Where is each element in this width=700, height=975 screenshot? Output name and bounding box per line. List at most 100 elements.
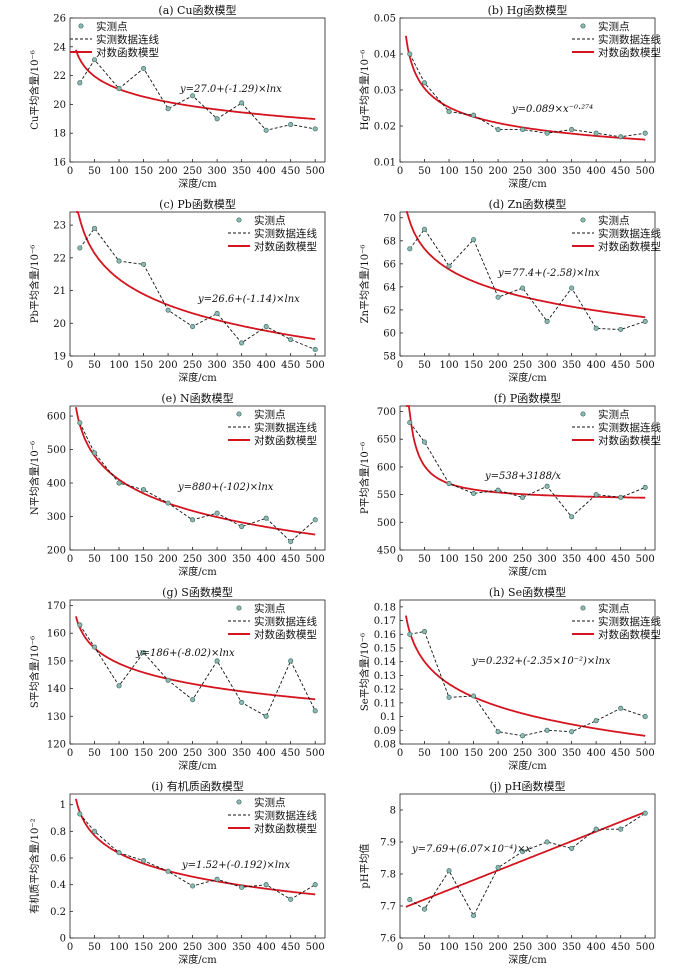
model-formula: y=26.6+(-1.14)×lnx — [197, 294, 300, 305]
panel-title: (b) Hg函数模型 — [488, 3, 568, 17]
observed-point — [642, 714, 648, 720]
legend-label-model: 对数函数模型 — [598, 434, 661, 447]
x-tick-label: 450 — [611, 554, 630, 565]
x-tick-label: 450 — [281, 942, 300, 953]
y-tick-label: 7.8 — [380, 870, 396, 881]
panel-j: (j) pH函数模型 0 50 100 150 200 250 300 350 400 450 500… — [358, 779, 656, 966]
panel-d: (d) Zn函数模型 0 50 100 150 200 250 300 350 400 450 500… — [358, 197, 661, 384]
observed-point — [91, 225, 98, 231]
x-tick-label: 300 — [538, 748, 557, 759]
legend-label-model: 对数函数模型 — [598, 240, 661, 253]
observed-point — [141, 65, 147, 71]
y-tick-label: 60 — [383, 328, 396, 339]
y-axis-label: Cu平均含量/10⁻⁶ — [28, 50, 41, 129]
x-tick-label: 0 — [67, 554, 73, 565]
observed-point — [642, 318, 648, 324]
observed-point — [421, 80, 428, 86]
x-axis-label: 深度/cm — [178, 371, 217, 384]
legend-point-swatch — [580, 411, 586, 417]
observed-point — [214, 116, 220, 122]
x-tick-label: 150 — [134, 748, 153, 759]
panel-i: (i) 有机质函数模型 0 50 100 150 200 250 300 350 400 450 50… — [28, 779, 326, 966]
panel-c: (c) Pb函数模型 0 50 100 150 200 250 300 350 400 450 500… — [28, 197, 326, 384]
x-tick-label: 400 — [257, 166, 276, 177]
x-tick-label: 500 — [636, 748, 655, 759]
x-tick-label: 350 — [232, 942, 251, 953]
y-tick-label: 23 — [53, 221, 66, 232]
plot-frame — [69, 211, 326, 357]
observed-point — [77, 811, 83, 817]
x-tick-label: 400 — [587, 942, 606, 953]
observed-point — [471, 112, 477, 118]
observed-point — [288, 658, 294, 664]
x-tick-label: 250 — [183, 748, 202, 759]
panel-b: (b) Hg函数模型 0 50 100 150 200 250 300 350 400 450 500… — [358, 3, 661, 190]
observed-point — [544, 130, 550, 136]
y-tick-label: 0.6 — [50, 854, 66, 865]
plot-frame — [399, 599, 656, 745]
x-tick-label: 100 — [439, 166, 458, 177]
y-tick-label: 0.02 — [374, 122, 396, 133]
x-tick-label: 100 — [109, 554, 128, 565]
model-formula: y=1.52+(-0.192)×lnx — [181, 860, 291, 871]
y-tick-label: 400 — [47, 479, 66, 490]
y-tick-label: 58 — [383, 352, 396, 363]
observed-point — [495, 729, 501, 735]
observed-dashed-line — [409, 228, 646, 330]
observed-point — [593, 325, 599, 331]
observed-point — [190, 883, 196, 889]
legend-point-swatch — [236, 605, 242, 611]
x-tick-label: 250 — [183, 166, 202, 177]
x-tick-label: 100 — [439, 942, 458, 953]
x-tick-label: 250 — [183, 360, 202, 371]
x-tick-label: 350 — [562, 166, 581, 177]
x-tick-label: 0 — [397, 166, 403, 177]
x-tick-label: 250 — [513, 360, 532, 371]
x-tick-label: 50 — [88, 942, 101, 953]
x-tick-label: 0 — [397, 942, 403, 953]
y-tick-label: 0.01 — [374, 158, 396, 169]
legend-label-model: 对数函数模型 — [598, 46, 661, 59]
x-axis-label: 深度/cm — [178, 759, 217, 772]
y-tick-label: 0.12 — [374, 685, 396, 696]
observed-point — [239, 884, 245, 890]
x-tick-label: 50 — [418, 360, 431, 371]
observed-point — [471, 490, 477, 497]
y-tick-label: 0.15 — [374, 644, 396, 655]
observed-point — [520, 127, 526, 133]
plot-frame — [399, 793, 656, 939]
x-tick-label: 500 — [636, 360, 655, 371]
observed-point — [544, 727, 550, 733]
observed-point — [165, 307, 171, 313]
legend-label-model: 对数函数模型 — [598, 628, 661, 641]
x-tick-label: 200 — [489, 166, 508, 177]
y-axis-label: 有机质平均含量/10⁻² — [28, 818, 41, 913]
observed-point — [263, 515, 269, 521]
observed-point — [569, 285, 575, 291]
observed-point — [77, 420, 83, 426]
legend-label-dashed: 实测数据连线 — [254, 615, 317, 628]
x-tick-label: 300 — [208, 166, 227, 177]
observed-point — [421, 439, 428, 445]
x-tick-label: 350 — [232, 748, 251, 759]
y-tick-label: 68 — [383, 236, 396, 247]
y-tick-label: 140 — [47, 684, 66, 695]
observed-point — [312, 126, 318, 132]
x-tick-label: 150 — [464, 942, 483, 953]
legend-point-swatch — [236, 799, 242, 805]
x-tick-label: 50 — [88, 166, 101, 177]
legend-label-points: 实测点 — [254, 214, 286, 227]
x-tick-label: 50 — [418, 554, 431, 565]
y-tick-label: 130 — [47, 712, 66, 723]
observed-point — [141, 650, 147, 656]
observed-point — [190, 93, 196, 99]
x-tick-label: 150 — [464, 166, 483, 177]
y-tick-label: 0.16 — [374, 630, 396, 641]
legend-label-dashed: 实测数据连线 — [598, 421, 661, 434]
x-axis-label: 深度/cm — [508, 371, 547, 384]
observed-point — [214, 658, 220, 664]
